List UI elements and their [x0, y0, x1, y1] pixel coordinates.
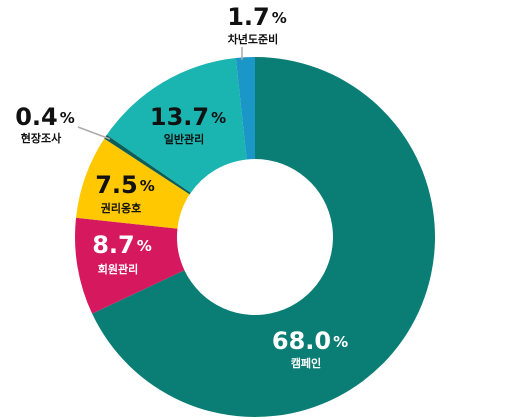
value-label: 13.7% — [150, 103, 226, 131]
value-unit: % — [140, 177, 155, 195]
value-number: 0.4 — [15, 103, 58, 131]
value-label: 1.7% — [227, 3, 287, 31]
donut-slice — [76, 138, 190, 229]
category-label: 차년도준비 — [228, 32, 279, 46]
value-number: 13.7 — [150, 103, 209, 131]
donut-slice — [75, 217, 185, 314]
category-label: 권리옹호 — [101, 201, 141, 215]
value-unit: % — [60, 109, 75, 127]
value-unit: % — [137, 237, 152, 255]
value-number: 8.7 — [92, 231, 135, 259]
donut-slice — [106, 58, 247, 193]
value-unit: % — [272, 9, 287, 27]
donut-slice — [92, 57, 436, 417]
category-label: 회원관리 — [98, 262, 138, 276]
value-number: 1.7 — [227, 3, 270, 31]
value-number: 7.5 — [95, 171, 138, 199]
category-label: 일반관리 — [164, 132, 204, 146]
value-label: 68.0% — [272, 327, 348, 355]
value-label: 0.4% — [15, 103, 75, 131]
category-label: 현장조사 — [21, 131, 62, 145]
donut-slice — [104, 134, 191, 195]
value-unit: % — [211, 109, 226, 127]
value-label: 8.7% — [92, 231, 152, 259]
category-label: 캠페인 — [291, 356, 321, 370]
value-unit: % — [333, 333, 348, 351]
value-label: 7.5% — [95, 171, 155, 199]
value-number: 68.0 — [272, 327, 331, 355]
donut-slice — [235, 57, 255, 160]
leader-line — [77, 126, 111, 140]
